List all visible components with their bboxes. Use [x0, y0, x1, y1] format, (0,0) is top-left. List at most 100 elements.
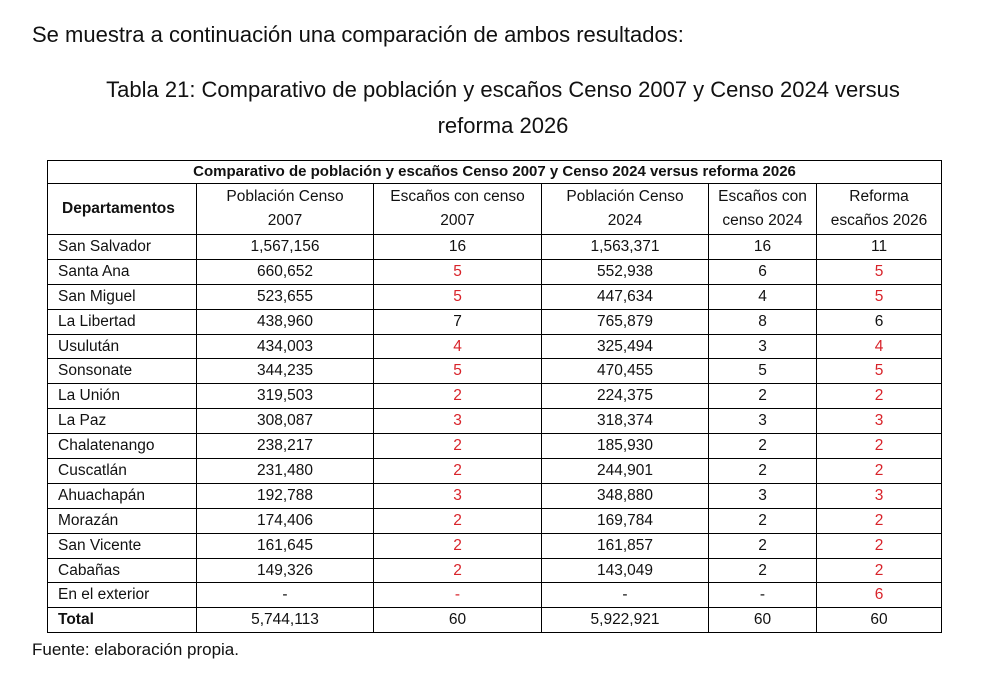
cell-ref2026: 5	[815, 358, 943, 385]
cell-pop2007: 344,235	[196, 358, 374, 385]
table-row: San Miguel 523,655 5 447,634 4 5	[47, 283, 943, 310]
cell-pop2024: 318,374	[541, 408, 709, 435]
cell-departamento: Santa Ana	[47, 258, 197, 285]
cell-esc2007: 2	[373, 383, 542, 410]
cell-departamento: En el exterior	[47, 582, 197, 609]
cell-ref2026: 3	[815, 482, 943, 509]
cell-esc2024: -	[708, 582, 817, 609]
header-pop2024: Población Censo 2024	[541, 183, 709, 235]
cell-departamento: La Unión	[47, 383, 197, 410]
cell-esc2024: 2	[708, 383, 817, 410]
total-cell-esc2024: 60	[708, 607, 817, 634]
cell-ref2026: 5	[815, 258, 943, 285]
cell-pop2024: -	[541, 582, 709, 609]
total-cell-pop2024: 5,922,921	[541, 607, 709, 634]
cell-departamento: La Paz	[47, 408, 197, 435]
header-departamentos: Departamentos	[47, 183, 197, 235]
header-esc2007: Escaños con censo 2007	[373, 183, 542, 235]
cell-esc2007: 3	[373, 408, 542, 435]
table-row: La Unión 319,503 2 224,375 2 2	[47, 383, 943, 410]
total-cell-ref2026: 60	[815, 607, 943, 634]
cell-ref2026: 6	[815, 582, 943, 609]
cell-esc2024: 5	[708, 358, 817, 385]
cell-pop2007: 438,960	[196, 308, 374, 335]
cell-pop2024: 143,049	[541, 557, 709, 584]
table-row: Cuscatlán 231,480 2 244,901 2 2	[47, 458, 943, 484]
cell-pop2024: 224,375	[541, 383, 709, 410]
table-row: Cabañas 149,326 2 143,049 2 2	[47, 557, 943, 584]
cell-departamento: Cabañas	[47, 557, 197, 584]
cell-pop2024: 552,938	[541, 258, 709, 285]
cell-departamento: Morazán	[47, 507, 197, 534]
cell-pop2024: 1,563,371	[541, 234, 709, 260]
table-row: San Salvador 1,567,156 16 1,563,371 16 11	[47, 234, 943, 260]
cell-esc2007: 2	[373, 557, 542, 584]
cell-pop2024: 348,880	[541, 482, 709, 509]
cell-pop2007: 231,480	[196, 458, 374, 484]
table-row: Ahuachapán 192,788 3 348,880 3 3	[47, 482, 943, 509]
cell-esc2024: 6	[708, 258, 817, 285]
cell-pop2024: 447,634	[541, 283, 709, 310]
cell-esc2024: 2	[708, 557, 817, 584]
cell-ref2026: 2	[815, 532, 943, 559]
cell-pop2024: 185,930	[541, 433, 709, 460]
table-row: San Vicente 161,645 2 161,857 2 2	[47, 532, 943, 559]
cell-pop2024: 161,857	[541, 532, 709, 559]
cell-esc2007: 16	[373, 234, 542, 260]
table-caption: Tabla 21: Comparativo de población y esc…	[0, 72, 1006, 144]
caption-line-2: reforma 2026	[437, 113, 569, 138]
cell-departamento: La Libertad	[47, 308, 197, 335]
cell-pop2024: 765,879	[541, 308, 709, 335]
cell-departamento: San Salvador	[47, 234, 197, 260]
intro-text: Se muestra a continuación una comparació…	[32, 22, 684, 47]
cell-ref2026: 2	[815, 433, 943, 460]
cell-pop2007: 149,326	[196, 557, 374, 584]
cell-ref2026: 6	[815, 308, 943, 335]
cell-pop2007: 238,217	[196, 433, 374, 460]
cell-esc2024: 16	[708, 234, 817, 260]
cell-departamento: Cuscatlán	[47, 458, 197, 484]
caption-line-1: Tabla 21: Comparativo de población y esc…	[106, 77, 900, 102]
source-note: Fuente: elaboración propia.	[32, 640, 239, 659]
table-row: Sonsonate 344,235 5 470,455 5 5	[47, 358, 943, 385]
cell-esc2024: 2	[708, 507, 817, 534]
cell-pop2007: 660,652	[196, 258, 374, 285]
cell-esc2007: 2	[373, 433, 542, 460]
cell-esc2024: 3	[708, 333, 817, 360]
cell-pop2007: 161,645	[196, 532, 374, 559]
cell-ref2026: 2	[815, 507, 943, 534]
table-row: Santa Ana 660,652 5 552,938 6 5	[47, 258, 943, 285]
cell-esc2024: 2	[708, 433, 817, 460]
cell-ref2026: 2	[815, 458, 943, 484]
cell-esc2007: 5	[373, 258, 542, 285]
total-cell-esc2007: 60	[373, 607, 542, 634]
cell-esc2024: 3	[708, 408, 817, 435]
total-cell-departamento: Total	[47, 607, 197, 634]
table-row: La Libertad 438,960 7 765,879 8 6	[47, 308, 943, 335]
cell-pop2007: 174,406	[196, 507, 374, 534]
cell-esc2007: 3	[373, 482, 542, 509]
cell-pop2007: 192,788	[196, 482, 374, 509]
cell-esc2024: 3	[708, 482, 817, 509]
table-row: La Paz 308,087 3 318,374 3 3	[47, 408, 943, 435]
comparison-table: Comparativo de población y escaños Censo…	[46, 160, 943, 634]
table-row: Morazán 174,406 2 169,784 2 2	[47, 507, 943, 534]
cell-pop2024: 244,901	[541, 458, 709, 484]
cell-pop2024: 470,455	[541, 358, 709, 385]
header-row: Departamentos Población Censo 2007 Escaño…	[47, 183, 943, 235]
cell-departamento: Sonsonate	[47, 358, 197, 385]
cell-esc2007: -	[373, 582, 542, 609]
table-row: Usulután 434,003 4 325,494 3 4	[47, 333, 943, 360]
cell-pop2007: 434,003	[196, 333, 374, 360]
cell-departamento: San Miguel	[47, 283, 197, 310]
cell-ref2026: 2	[815, 557, 943, 584]
cell-pop2007: 1,567,156	[196, 234, 374, 260]
cell-esc2007: 2	[373, 458, 542, 484]
cell-departamento: San Vicente	[47, 532, 197, 559]
cell-esc2007: 4	[373, 333, 542, 360]
cell-pop2007: 319,503	[196, 383, 374, 410]
cell-pop2007: 523,655	[196, 283, 374, 310]
total-row: Total 5,744,113 60 5,922,921 60 60	[47, 607, 943, 634]
table-title: Comparativo de población y escaños Censo…	[46, 160, 943, 184]
cell-pop2007: -	[196, 582, 374, 609]
